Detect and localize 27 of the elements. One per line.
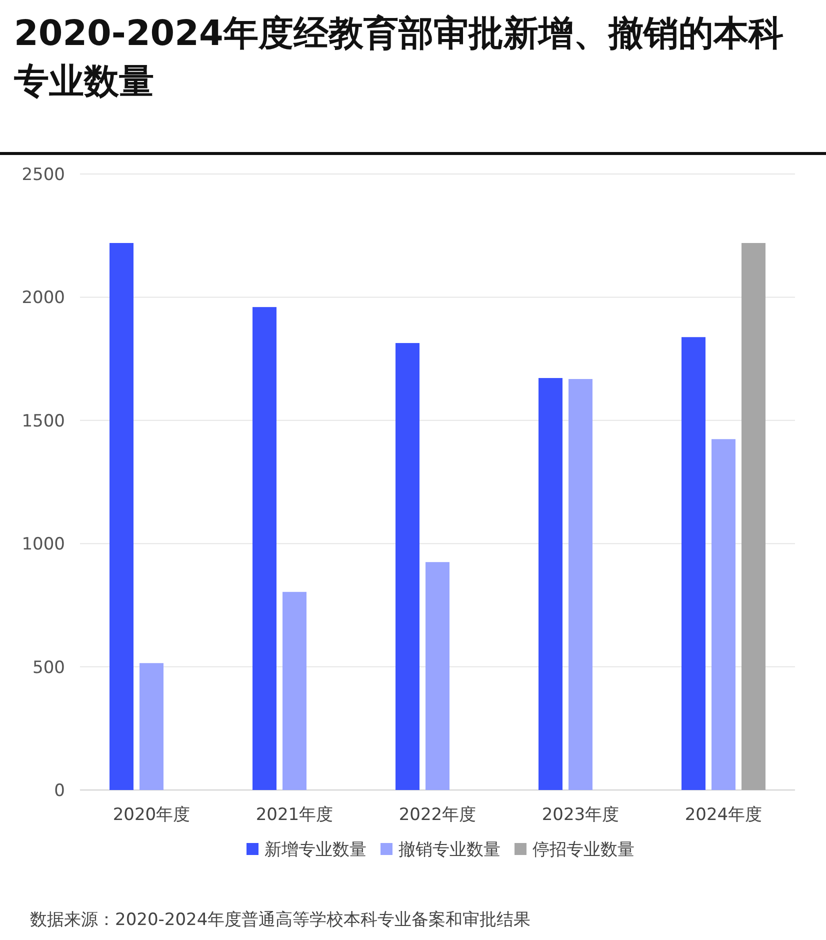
x-tick-label: 2021年度 [256, 805, 334, 825]
bar [742, 242, 766, 790]
y-tick-label: 500 [32, 658, 65, 678]
y-tick-label: 2500 [22, 165, 65, 185]
y-tick-label: 1000 [22, 534, 65, 555]
legend-label: 新增专业数量 [264, 840, 366, 860]
y-tick-label: 2000 [22, 288, 65, 308]
x-tick-label: 2020年度 [112, 805, 190, 825]
source-note: 数据来源：2020-2024年度普通高等学校本科专业备案和审批结果 [30, 909, 531, 931]
x-tick-label: 2022年度 [398, 805, 476, 825]
bar [426, 562, 450, 790]
chart-title: 2020-2024年度经教育部审批新增、撤销的本科专业数量 [14, 13, 784, 104]
bar [682, 337, 706, 790]
legend-label: 停招专业数量 [532, 840, 634, 860]
x-tick-label: 2023年度 [542, 805, 620, 825]
y-tick-label: 0 [54, 781, 65, 801]
bar [282, 592, 306, 790]
bar [252, 307, 276, 790]
bar [110, 242, 134, 790]
bar [568, 379, 592, 790]
x-tick-label: 2024年度 [684, 805, 762, 825]
bar [712, 439, 736, 790]
bar [396, 343, 420, 790]
legend-label: 撤销专业数量 [398, 840, 500, 860]
y-tick-label: 1500 [22, 411, 65, 432]
bar [538, 378, 562, 790]
bar [140, 663, 164, 790]
